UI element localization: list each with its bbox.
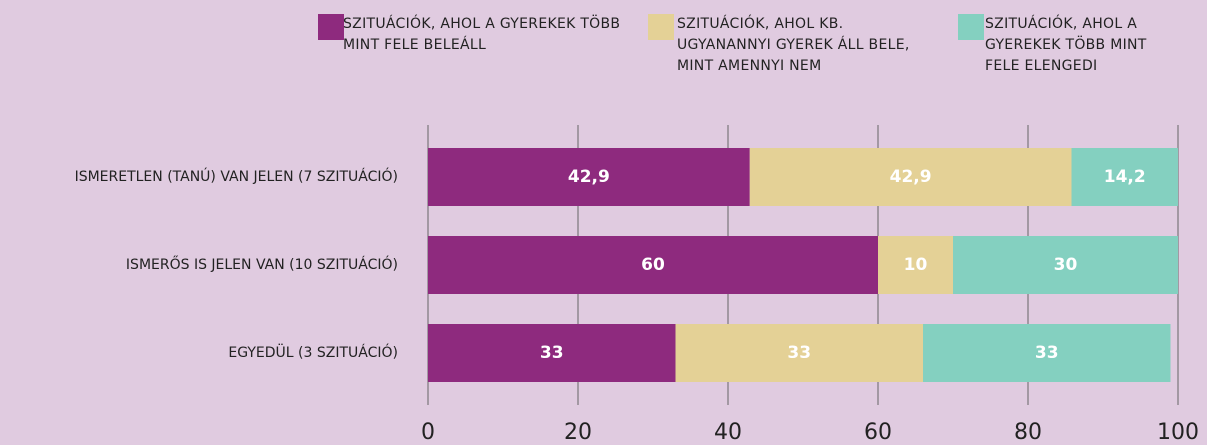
bar-segment [428,236,878,294]
data-label: 30 [1054,255,1078,275]
bar-segment [675,324,923,382]
x-tick-label: 100 [1157,420,1199,445]
category-label: ISMERŐS IS JELEN VAN (10 SZITUÁCIÓ) [126,255,398,273]
x-tick-label: 0 [421,420,435,445]
category-label: ISMERETLEN (TANÚ) VAN JELEN (7 SZITUÁCIÓ… [75,167,398,185]
category-label: EGYEDÜL (3 SZITUÁCIÓ) [228,343,398,361]
x-tick-label: 20 [564,420,592,445]
data-label: 10 [904,255,928,275]
bar-segment [953,236,1178,294]
bar-segment [923,324,1171,382]
legend-swatch [958,14,984,40]
legend-swatch [318,14,344,40]
x-tick-label: 40 [714,420,742,445]
bar-segment [428,148,750,206]
x-tick-label: 80 [1014,420,1042,445]
legend-label: SZITUÁCIÓK, AHOL KB. UGYANANNYI GYEREK Á… [677,16,910,74]
x-tick-label: 60 [864,420,892,445]
bar-segment [428,324,676,382]
data-label: 33 [1035,343,1059,363]
legend-swatch [648,14,674,40]
legend-label: SZITUÁCIÓK, AHOL A GYEREKEK TÖBB MINT FE… [343,16,621,53]
data-label: 60 [641,255,665,275]
bar-segment [749,148,1072,206]
data-label: 33 [540,343,564,363]
data-label: 42,9 [890,167,932,187]
bar-segment [878,236,953,294]
bar-segment [1071,148,1178,206]
data-label: 14,2 [1104,167,1146,187]
legend-label: SZITUÁCIÓK, AHOL A GYEREKEK TÖBB MINT FE… [985,16,1147,74]
data-label: 42,9 [568,167,610,187]
data-label: 33 [787,343,811,363]
